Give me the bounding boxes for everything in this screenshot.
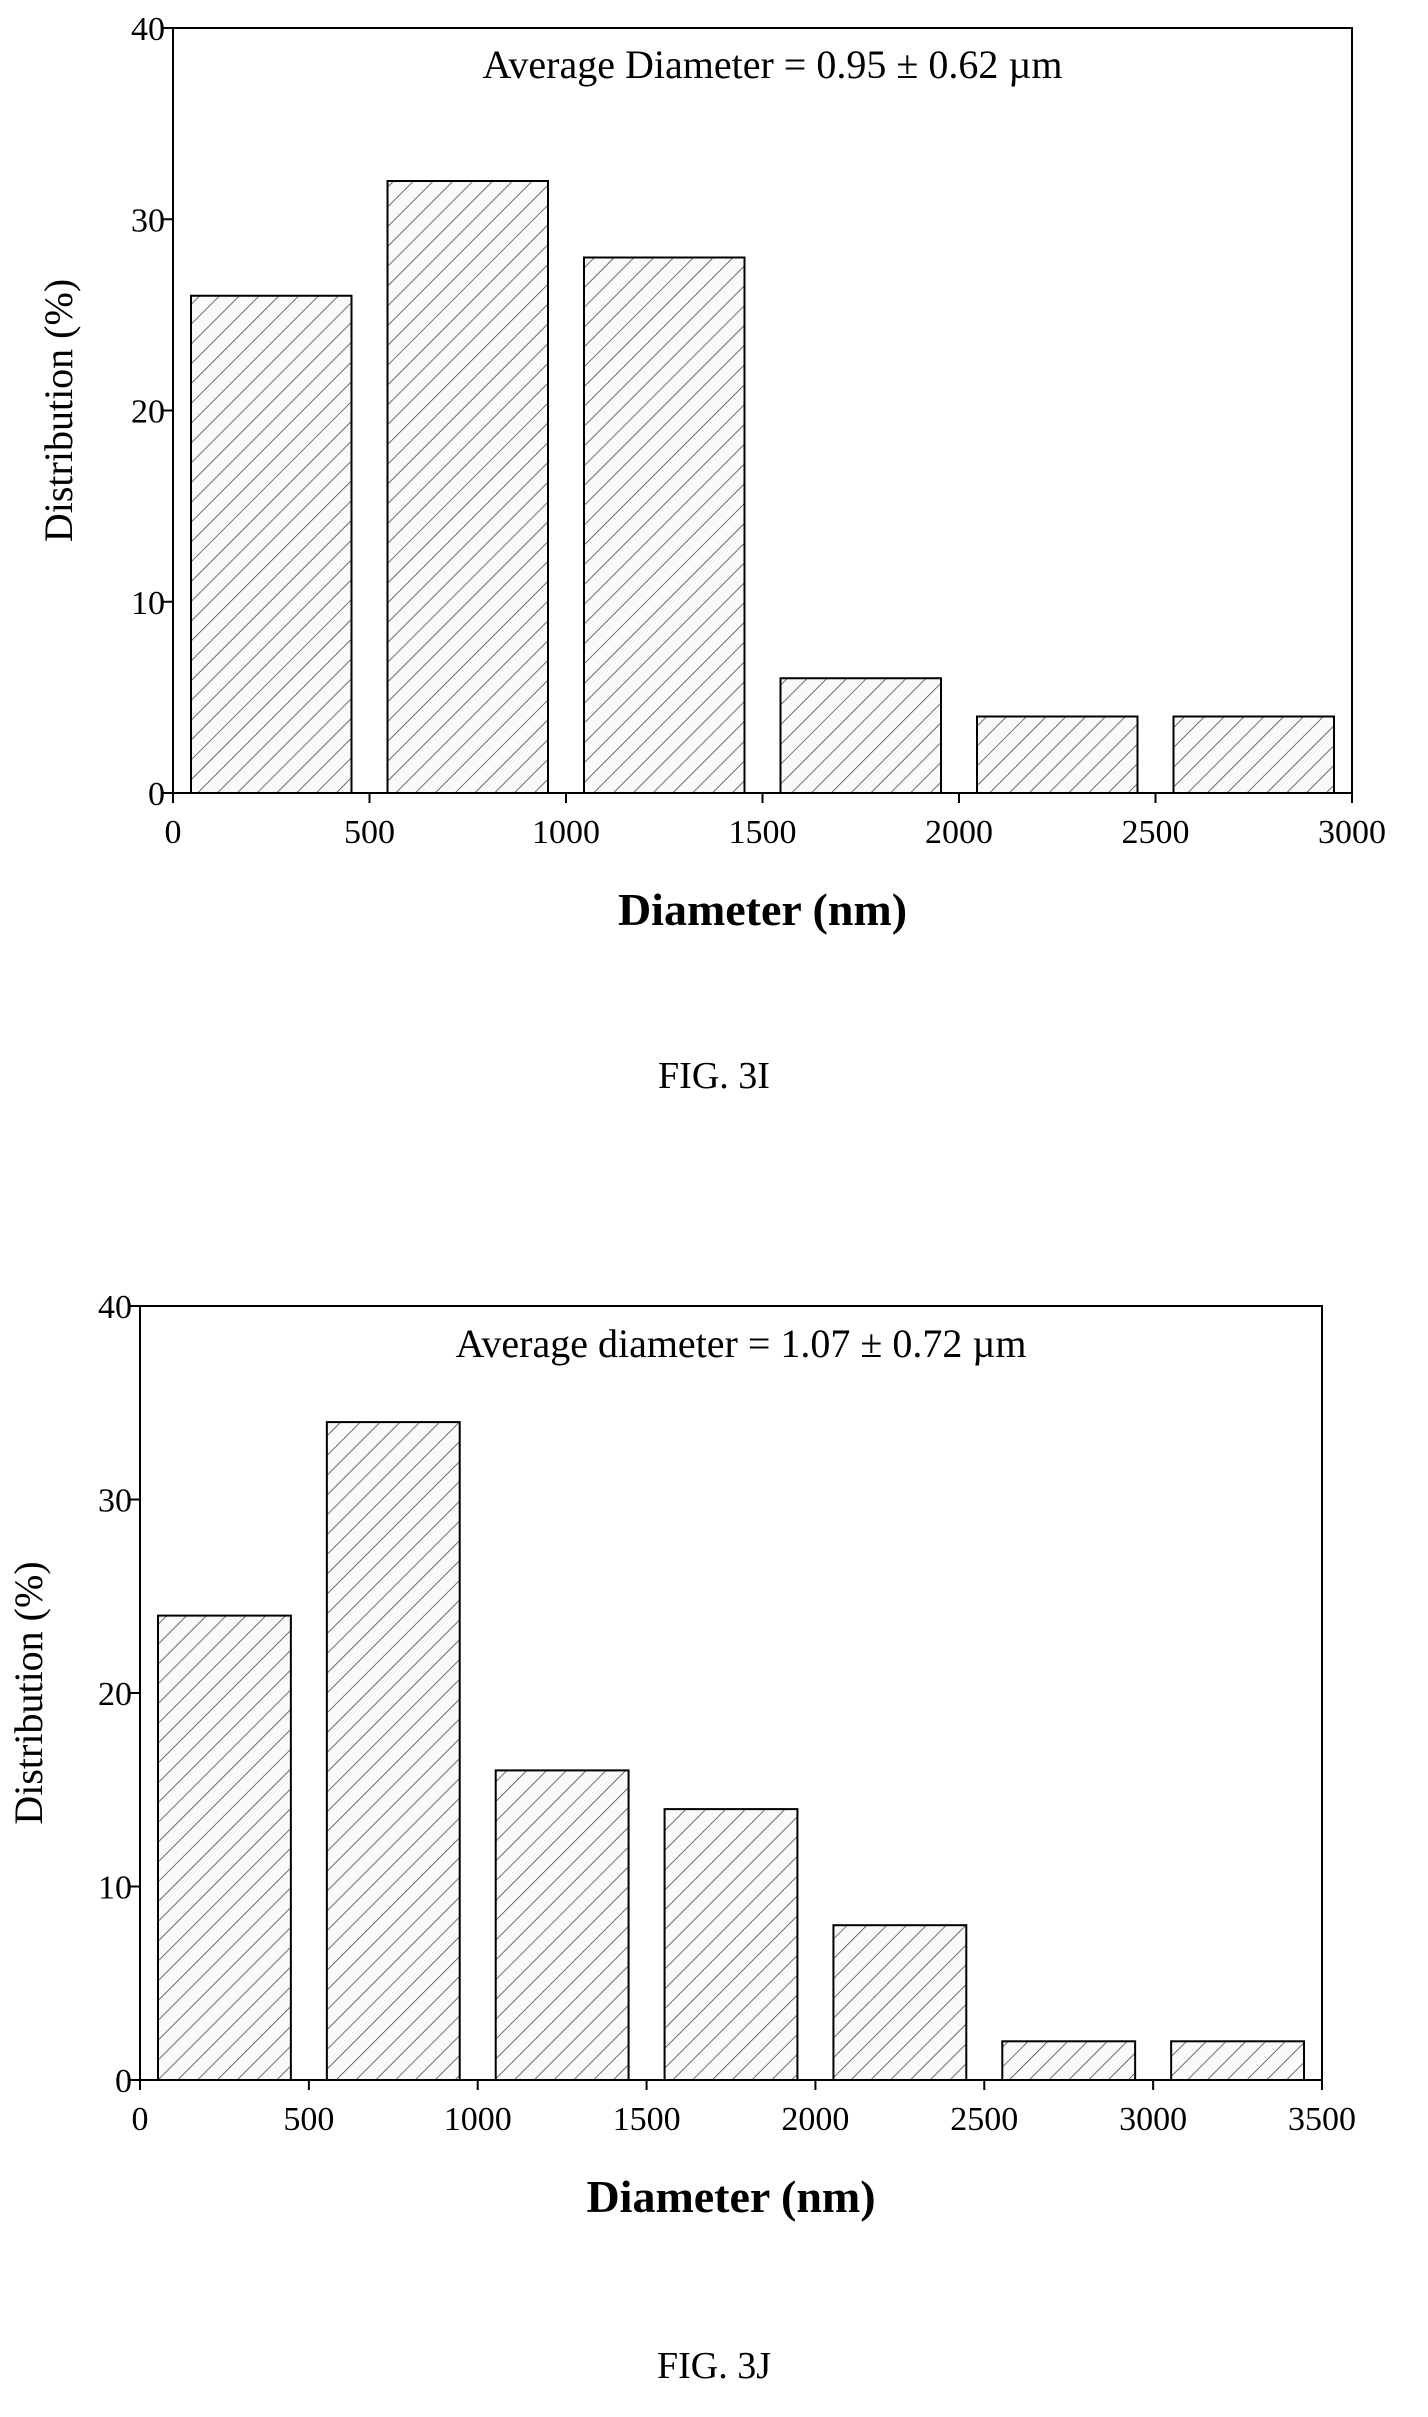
x-tick-label: 3000 bbox=[1119, 2101, 1187, 2138]
y-axis-title: Distribution (%) bbox=[6, 1561, 51, 1824]
charts-root: 0 500 1000 1500 2000 2500 3000010203040Average… bbox=[6, 11, 1386, 2387]
x-tick-label: 1500 bbox=[613, 2101, 681, 2138]
x-tick-label: 2000 bbox=[925, 814, 993, 851]
y-tick-label: 20 bbox=[98, 1676, 132, 1713]
bar bbox=[779, 677, 942, 794]
y-tick-label: 30 bbox=[131, 202, 165, 239]
y-tick-label: 40 bbox=[98, 1289, 132, 1326]
figure-caption: FIG. 3I bbox=[658, 1055, 770, 1097]
x-tick-label: 2000 bbox=[781, 2101, 849, 2138]
x-tick-label: 500 bbox=[283, 2101, 334, 2138]
y-tick-label: 0 bbox=[148, 776, 165, 813]
bar bbox=[976, 715, 1139, 794]
x-tick-label: 0 bbox=[165, 814, 182, 851]
chart-0: 0 500 1000 1500 2000 2500 3000 0 10 20 30 40 Average… bbox=[36, 11, 1386, 1097]
x-tick-label: 1000 bbox=[532, 814, 600, 851]
x-tick-label: 2500 bbox=[1122, 814, 1190, 851]
average-diameter-annotation: Average diameter = 1.07 ± 0.72 µm bbox=[455, 1321, 1026, 1366]
figure-caption: FIG. 3J bbox=[657, 2345, 771, 2387]
x-axis-title: Diameter (nm) bbox=[618, 884, 907, 935]
x-tick-label: 3500 bbox=[1288, 2101, 1356, 2138]
bar bbox=[832, 1924, 968, 2081]
y-tick-label: 40 bbox=[131, 11, 165, 48]
x-tick-label: 500 bbox=[344, 814, 395, 851]
bar bbox=[325, 1421, 461, 2081]
x-tick-label: 3000 bbox=[1318, 814, 1386, 851]
chart-1: 0 500 1000 1500 2000 2500 3000 3500 0 10 20 30 40 Ave… bbox=[6, 1289, 1356, 2387]
y-tick-label: 10 bbox=[131, 585, 165, 622]
bar bbox=[1172, 715, 1335, 794]
bar bbox=[157, 1614, 292, 2081]
x-axis-title: Diameter (nm) bbox=[586, 2171, 875, 2222]
bar bbox=[583, 256, 746, 794]
bar bbox=[494, 1769, 630, 2082]
bar bbox=[386, 180, 549, 794]
average-diameter-annotation: Average Diameter = 0.95 ± 0.62 µm bbox=[483, 42, 1063, 87]
bar bbox=[190, 294, 353, 794]
y-tick-label: 10 bbox=[98, 1870, 132, 1907]
y-tick-label: 0 bbox=[115, 2063, 132, 2100]
x-tick-label: 0 bbox=[132, 2101, 149, 2138]
x-tick-label: 2500 bbox=[950, 2101, 1018, 2138]
bar bbox=[1001, 2040, 1137, 2082]
bar bbox=[1170, 2040, 1305, 2082]
x-tick-label: 1500 bbox=[729, 814, 797, 851]
y-tick-label: 30 bbox=[98, 1483, 132, 1520]
y-axis-title: Distribution (%) bbox=[36, 279, 81, 542]
y-tick-label: 20 bbox=[131, 394, 165, 431]
bar bbox=[663, 1808, 799, 2081]
x-tick-label: 1000 bbox=[444, 2101, 512, 2138]
